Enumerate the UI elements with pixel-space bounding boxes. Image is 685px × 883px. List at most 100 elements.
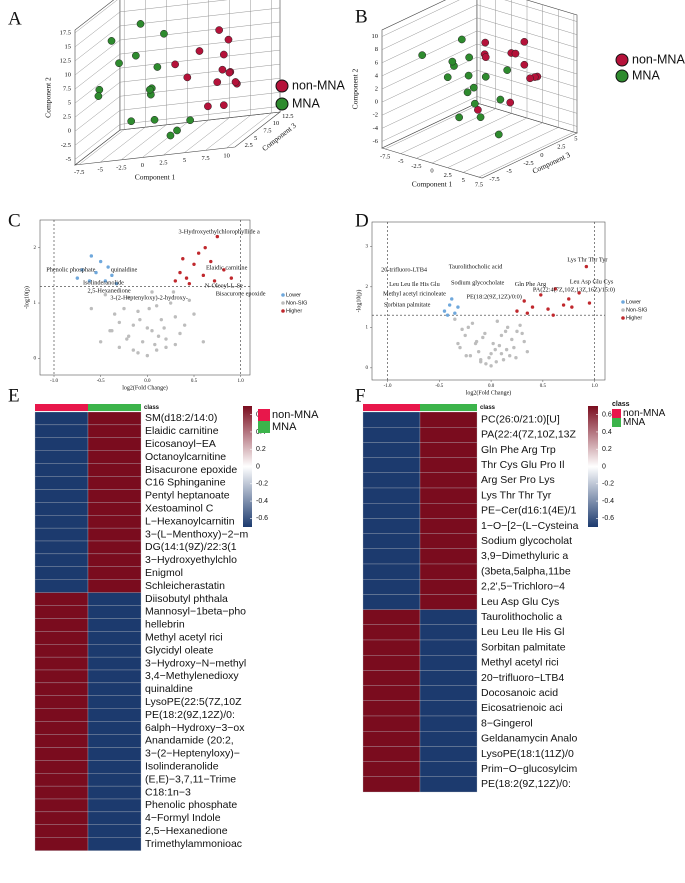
x-tick-label: 1.0 xyxy=(592,384,599,389)
heatmap-cell xyxy=(87,618,142,632)
point xyxy=(494,130,503,139)
annotation: PE(18:2(9Z,12Z)/0:0) xyxy=(466,293,521,300)
colorbar-label: 0.2 xyxy=(602,446,612,453)
row-label: Mannosyl−1beta−pho xyxy=(145,606,246,618)
point xyxy=(89,254,94,258)
axis-label: log2(Fold Change) xyxy=(466,389,512,396)
point xyxy=(103,279,108,283)
heatmap-cell xyxy=(34,411,89,426)
point xyxy=(546,307,550,311)
point xyxy=(481,38,490,47)
row-label: 2,2',5−Trichloro−4 xyxy=(481,581,565,593)
heatmap-cell xyxy=(87,553,142,567)
row-label: L−Hexanoylcarnitin xyxy=(145,515,235,527)
heatmap-cell xyxy=(87,502,142,516)
point xyxy=(192,312,196,316)
class-bar xyxy=(35,404,88,411)
point xyxy=(481,72,490,81)
class-bar xyxy=(88,404,141,411)
tick-label: 10 xyxy=(273,120,280,127)
point xyxy=(140,340,145,344)
heatmap-cell xyxy=(362,518,421,534)
point xyxy=(501,358,506,362)
y-tick-label: 2 xyxy=(366,285,369,290)
colorbar-label: -0.6 xyxy=(256,515,268,522)
heatmap-cell xyxy=(419,503,478,519)
point xyxy=(553,287,557,291)
heatmap-cell xyxy=(34,785,89,800)
heatmap-cell xyxy=(362,609,421,625)
point xyxy=(447,303,452,307)
colorbar-label: -0.2 xyxy=(256,481,268,488)
heatmap-cell xyxy=(362,533,421,549)
heatmap-cell xyxy=(362,746,421,762)
annotation: Isolinderanolide xyxy=(83,280,124,287)
x-tick-label: 1.0 xyxy=(238,379,245,384)
heatmap-cell xyxy=(362,670,421,686)
heatmap-cell xyxy=(87,798,142,813)
point xyxy=(479,360,483,364)
tick-label: 7.5 xyxy=(263,128,271,135)
heatmap-cell xyxy=(87,579,142,593)
legend-label: non-MNA xyxy=(632,52,685,66)
row-label: PE(18:2(9Z,12Z)/0: xyxy=(145,709,235,721)
tick-label: -7.5 xyxy=(380,153,390,160)
point xyxy=(98,259,103,264)
heatmap-cell xyxy=(419,518,478,534)
colorbar-label: 0 xyxy=(602,463,606,470)
row-label: Phenolic phosphate xyxy=(145,799,237,811)
point xyxy=(98,340,103,344)
heatmap-cell xyxy=(362,548,421,565)
point xyxy=(173,279,178,283)
heatmap-cell xyxy=(34,695,89,709)
point xyxy=(147,306,151,311)
axis-label: Component 2 xyxy=(351,68,360,109)
heatmap-cell xyxy=(87,669,142,684)
point xyxy=(460,327,464,332)
annotation: 2,5-Hexanedione xyxy=(87,287,130,294)
point xyxy=(114,281,119,286)
tick-label: 6 xyxy=(375,59,379,66)
legend-swatch xyxy=(621,308,625,312)
axis-label: Component 3 xyxy=(531,150,572,176)
grid-line xyxy=(381,83,578,129)
row-label: Eicosatrienoic aci xyxy=(481,702,563,714)
point xyxy=(511,49,520,58)
legend-label: non-MNA xyxy=(623,408,666,419)
tick-label: 7.5 xyxy=(475,182,483,189)
tick-label: 10 xyxy=(65,71,72,78)
heatmap-cell xyxy=(419,563,478,580)
heatmap-cell xyxy=(34,553,89,567)
heatmap-cell xyxy=(419,746,478,762)
legend-swatch xyxy=(275,97,289,111)
point xyxy=(178,270,182,275)
row-label: PA(22:4(7Z,10Z,13Z xyxy=(481,429,577,441)
point xyxy=(122,306,126,311)
heatmap-cell xyxy=(419,472,478,489)
legend-swatch xyxy=(258,409,270,421)
y-tick-label: 0 xyxy=(366,366,369,371)
point xyxy=(94,92,103,100)
point xyxy=(468,353,473,358)
grid-line xyxy=(74,0,118,33)
tick-label: 0 xyxy=(540,152,543,159)
point xyxy=(526,74,534,83)
grid-line xyxy=(74,78,281,132)
point xyxy=(219,101,228,110)
heatmap-cell xyxy=(34,734,89,748)
heatmap-cell xyxy=(419,670,478,686)
row-label: quinaldine xyxy=(145,683,193,695)
x-tick-label: -1.0 xyxy=(50,379,58,384)
tick-label: -2.5 xyxy=(411,163,421,170)
point xyxy=(551,313,555,317)
tick-label: 17.5 xyxy=(60,29,71,36)
annotation: Taurolithocholic acid xyxy=(449,263,503,270)
tick-label: 5 xyxy=(574,136,577,143)
point xyxy=(567,297,571,301)
point xyxy=(561,303,566,307)
tick-label: 2.5 xyxy=(159,160,167,167)
row-label: Anandamide (20:2, xyxy=(145,735,234,747)
point xyxy=(164,345,168,350)
point xyxy=(209,259,213,264)
